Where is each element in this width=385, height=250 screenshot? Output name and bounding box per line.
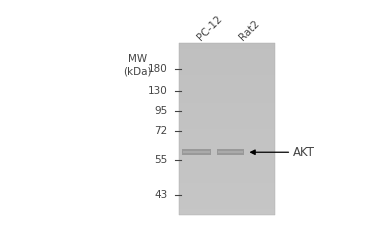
- Bar: [179, 206, 275, 209]
- Text: 55: 55: [154, 155, 167, 165]
- Text: 95: 95: [154, 106, 167, 116]
- Text: 43: 43: [154, 190, 167, 200]
- Bar: [179, 129, 275, 132]
- Bar: [179, 69, 275, 72]
- Bar: [179, 43, 275, 46]
- Text: MW
(kDa): MW (kDa): [123, 54, 152, 76]
- Bar: [179, 72, 275, 75]
- Bar: [179, 180, 275, 184]
- Bar: [179, 57, 275, 60]
- Bar: [179, 117, 275, 120]
- Text: Rat2: Rat2: [238, 18, 262, 42]
- Bar: [179, 154, 275, 158]
- Text: 130: 130: [148, 86, 167, 96]
- Text: PC-12: PC-12: [196, 14, 224, 42]
- Bar: [179, 137, 275, 140]
- Bar: [179, 166, 275, 169]
- Bar: [179, 100, 275, 103]
- Bar: [179, 143, 275, 146]
- Text: 72: 72: [154, 126, 167, 136]
- Bar: [179, 63, 275, 66]
- Bar: [179, 132, 275, 135]
- Bar: [179, 86, 275, 89]
- Bar: [218, 151, 243, 153]
- Bar: [179, 52, 275, 55]
- Bar: [179, 134, 275, 138]
- Bar: [179, 200, 275, 203]
- Bar: [179, 83, 275, 86]
- Bar: [182, 149, 211, 155]
- Bar: [179, 209, 275, 212]
- Bar: [179, 103, 275, 106]
- Bar: [179, 177, 275, 180]
- Bar: [179, 106, 275, 109]
- Bar: [179, 149, 275, 152]
- Bar: [179, 183, 275, 186]
- Bar: [179, 212, 275, 215]
- Bar: [179, 114, 275, 118]
- Bar: [179, 94, 275, 98]
- Bar: [179, 157, 275, 160]
- Bar: [179, 152, 275, 155]
- Bar: [179, 60, 275, 64]
- Text: 180: 180: [148, 64, 167, 74]
- Bar: [179, 169, 275, 172]
- Bar: [179, 66, 275, 69]
- Bar: [179, 80, 275, 84]
- Bar: [179, 163, 275, 166]
- Bar: [179, 92, 275, 95]
- Bar: [179, 146, 275, 149]
- Bar: [179, 140, 275, 143]
- Bar: [179, 120, 275, 124]
- Bar: [179, 197, 275, 200]
- Bar: [179, 112, 275, 115]
- Text: AKT: AKT: [293, 146, 315, 159]
- Bar: [179, 109, 275, 112]
- Bar: [179, 126, 275, 129]
- Bar: [179, 44, 275, 215]
- Bar: [179, 192, 275, 195]
- Bar: [179, 203, 275, 206]
- Bar: [179, 194, 275, 198]
- Bar: [179, 174, 275, 178]
- Bar: [179, 89, 275, 92]
- Bar: [179, 123, 275, 126]
- Bar: [217, 149, 244, 155]
- Bar: [179, 189, 275, 192]
- Bar: [179, 49, 275, 52]
- Bar: [179, 54, 275, 58]
- Bar: [179, 97, 275, 100]
- Bar: [179, 186, 275, 189]
- Bar: [179, 160, 275, 164]
- Bar: [179, 77, 275, 80]
- Bar: [183, 151, 210, 153]
- Bar: [179, 74, 275, 78]
- Bar: [179, 46, 275, 49]
- Bar: [179, 172, 275, 175]
